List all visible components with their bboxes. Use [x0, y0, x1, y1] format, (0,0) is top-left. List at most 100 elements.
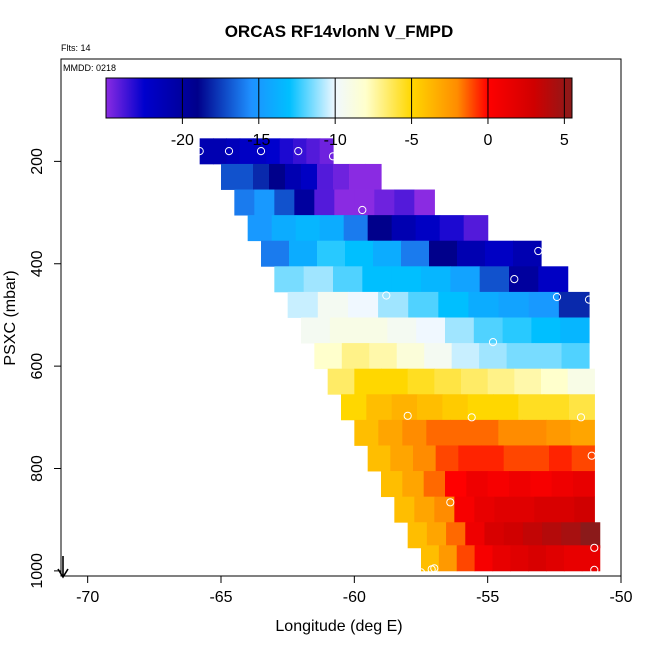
heatmap-cell [358, 317, 388, 344]
heatmap-cell [396, 343, 425, 370]
heatmap-cell [414, 189, 435, 216]
heatmap-cell [567, 368, 595, 395]
heatmap-cell [514, 368, 542, 395]
sample-point [552, 292, 562, 302]
heatmap-cell [362, 266, 393, 293]
heatmap-cell [456, 545, 476, 572]
x-tick-label: -70 [76, 589, 99, 606]
heatmap-cell [254, 189, 275, 216]
heatmap-cell [571, 445, 595, 472]
heatmap-cell [295, 215, 321, 242]
heatmap-cell [347, 291, 379, 318]
heatmap-cell [391, 266, 422, 293]
heatmap-cell [573, 471, 595, 498]
heatmap-cell [574, 496, 595, 523]
heatmap-cell [569, 394, 595, 421]
heatmap-cell [317, 163, 334, 190]
heatmap-cell [492, 545, 511, 572]
heatmap-cell [438, 291, 470, 318]
sample-point [256, 147, 266, 156]
heatmap-cell [528, 291, 560, 318]
heatmap-cell [561, 343, 590, 370]
heatmap-cell [408, 291, 439, 318]
heatmap-cell [518, 394, 545, 421]
heatmap-cell [354, 189, 375, 216]
heatmap-cell [367, 215, 393, 242]
heatmap-cell [549, 445, 573, 472]
heatmap-cell [402, 471, 425, 498]
colorbar-tick-label: -10 [324, 132, 347, 149]
y-tick-label: 200 [29, 148, 46, 175]
heatmap-cell [467, 394, 494, 421]
heatmap-cell [570, 419, 595, 446]
heatmap-cell [226, 138, 241, 165]
colorbar-tick-label: -15 [247, 132, 270, 149]
heatmap-cell [343, 215, 369, 242]
heatmap-cell [522, 522, 543, 549]
y-tick-label: 400 [29, 250, 46, 277]
heatmap-cell [481, 445, 505, 472]
heatmap-cell [237, 163, 254, 190]
heatmap-cell [558, 291, 590, 318]
heatmap-cell [365, 163, 382, 190]
heatmap-cell [394, 496, 415, 523]
x-tick-label: -50 [609, 589, 632, 606]
heatmap-cell [289, 240, 318, 267]
heatmap-cell [334, 189, 355, 216]
heatmap-cell [369, 343, 398, 370]
sample-point [584, 295, 594, 304]
heatmap-cell [451, 343, 480, 370]
heatmap-cell [502, 317, 532, 344]
heatmap-cell [213, 138, 227, 165]
colorbar-tick-label: 0 [484, 132, 493, 149]
heatmap-cell [391, 215, 417, 242]
sample-point [358, 205, 367, 215]
heatmap-cells [199, 138, 601, 572]
heatmap-cell [530, 471, 553, 498]
heatmap-cell [510, 545, 529, 572]
heatmap-cell [319, 215, 345, 242]
y-axis-label: PSXC (mbar) [2, 270, 19, 365]
heatmap-cell [498, 419, 523, 446]
heatmap-cell [546, 419, 571, 446]
heatmap-cell [457, 240, 486, 267]
heatmap-cell [261, 240, 290, 267]
heatmap-cell [534, 496, 555, 523]
heatmap-cell [407, 368, 435, 395]
sample-point [446, 498, 455, 507]
heatmap-cell [426, 522, 447, 549]
heatmap-cell [541, 368, 569, 395]
heatmap-cell [434, 368, 462, 395]
heatmap-cell [407, 522, 428, 549]
heatmap-cell [560, 317, 590, 344]
x-axis: -70 -65 -60 -55 -50 [76, 575, 633, 606]
sample-point [430, 564, 439, 573]
heatmap-cell [493, 394, 519, 421]
heatmap-cell [303, 266, 334, 293]
heatmap-cell [367, 445, 391, 472]
heatmap-cell [435, 445, 459, 472]
y-axis: 200 400 600 800 1000 [29, 148, 62, 589]
down-arrow-icon [57, 556, 69, 579]
heatmap-cell [378, 419, 403, 446]
heatmap-cell [531, 317, 561, 344]
heatmap-cell [509, 471, 531, 498]
heatmap-cell [538, 266, 569, 293]
heatmap-cell [349, 163, 366, 190]
heatmap-cell [438, 545, 458, 572]
heatmap-cell [466, 471, 489, 498]
heatmap-cell [513, 240, 542, 267]
heatmap-cell [414, 496, 435, 523]
heatmap-cell [450, 419, 475, 446]
heatmap-cell [494, 496, 515, 523]
heatmap-cell [421, 545, 440, 572]
heatmap-cell [387, 317, 417, 344]
heatmap-cell [479, 266, 510, 293]
colorbar-tick-label: 5 [560, 132, 569, 149]
colorbar-tick-label: -5 [404, 132, 418, 149]
heatmap-cell [474, 496, 495, 523]
heatmap-cell [503, 522, 524, 549]
heatmap-cell [402, 419, 427, 446]
y-tick-label: 600 [29, 353, 46, 380]
